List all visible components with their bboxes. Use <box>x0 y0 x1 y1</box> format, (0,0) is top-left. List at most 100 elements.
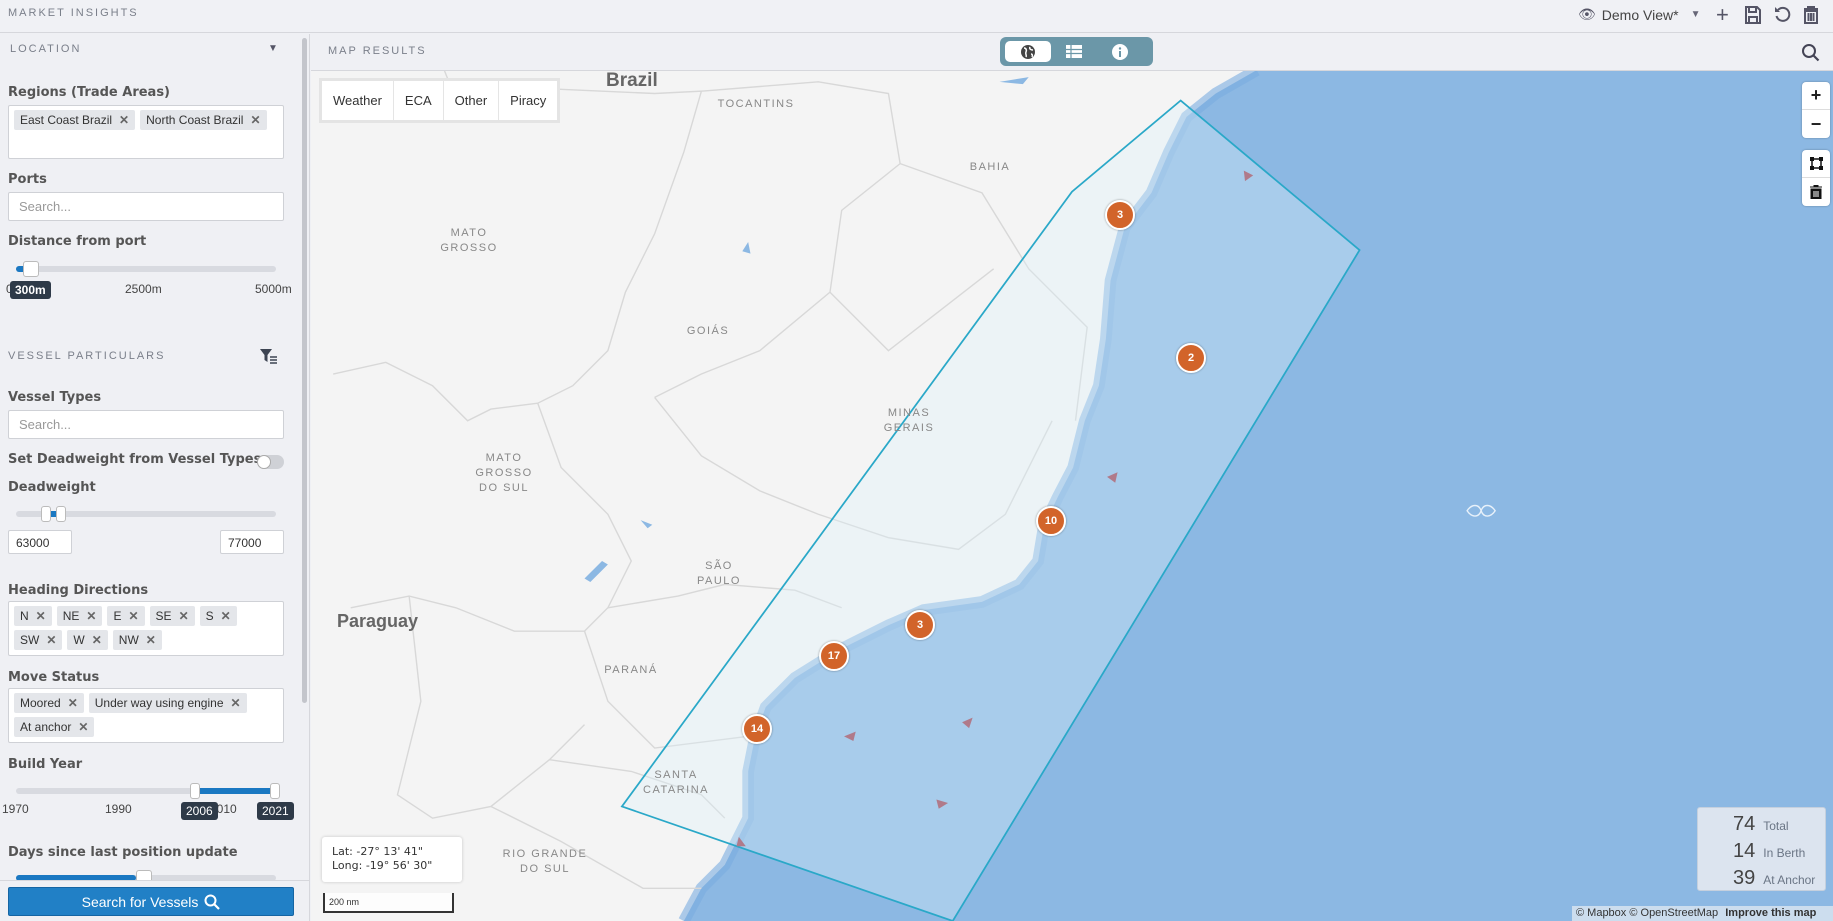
trash-button[interactable] <box>1802 178 1830 206</box>
scale-bar: 200 nm <box>323 893 454 913</box>
filter-tag: Under way using engine ✕ <box>88 693 247 713</box>
build-year-from-handle[interactable] <box>190 783 200 799</box>
selection-polygon <box>620 99 1361 921</box>
map-view-button[interactable] <box>1005 41 1051 62</box>
layer-weather-button[interactable]: Weather <box>322 81 394 120</box>
stat-value: 39 <box>1733 867 1756 889</box>
search-vessels-button[interactable]: Search for Vessels <box>8 887 294 916</box>
filter-clear-icon[interactable] <box>260 349 277 364</box>
build-year-to-handle[interactable] <box>270 783 280 799</box>
move-status-input[interactable]: Moored ✕ Under way using engine ✕ At anchor ✕ <box>8 688 284 743</box>
ocean <box>683 71 1833 921</box>
stat-label: Total <box>1763 819 1789 833</box>
lakes <box>584 77 1029 583</box>
zoom-in-button[interactable]: + <box>1802 82 1830 110</box>
info-view-button[interactable] <box>1097 43 1143 60</box>
remove-tag-icon[interactable]: ✕ <box>119 113 130 127</box>
remove-tag-icon[interactable]: ✕ <box>78 720 89 734</box>
search-icon <box>204 894 221 910</box>
deadweight-min-input[interactable]: 63000 <box>8 530 72 554</box>
move-status-label: Move Status <box>8 670 100 685</box>
remove-tag-icon[interactable]: ✕ <box>178 609 189 623</box>
map-label-state: RIO GRANDE DO SUL <box>502 848 588 875</box>
vessel-types-search-input[interactable]: Search... <box>8 410 284 439</box>
layer-eca-button[interactable]: ECA <box>393 81 444 120</box>
vessel-cluster[interactable]: 10 <box>1036 506 1066 536</box>
distance-label: Distance from port <box>8 234 147 249</box>
sidebar-scrollbar[interactable] <box>302 38 307 703</box>
table-icon <box>1066 45 1082 58</box>
remove-tag-icon[interactable]: ✕ <box>35 609 46 623</box>
stat-value: 74 <box>1733 813 1756 835</box>
map-label-state: TOCANTINS <box>717 98 795 110</box>
region-tag: North Coast Brazil ✕ <box>140 110 267 130</box>
filter-tag: NE ✕ <box>56 606 103 626</box>
remove-tag-icon[interactable]: ✕ <box>86 609 97 623</box>
deadweight-max-input[interactable]: 77000 <box>220 530 284 554</box>
vessel-cluster[interactable]: 14 <box>742 714 772 744</box>
distance-slider[interactable] <box>16 261 276 277</box>
layer-piracy-button[interactable]: Piracy <box>499 81 558 120</box>
distance-slider-handle[interactable] <box>23 261 39 277</box>
remove-tag-icon[interactable]: ✕ <box>250 113 261 127</box>
heading-label: Heading Directions <box>8 583 149 598</box>
deadweight-max-handle[interactable] <box>56 506 66 522</box>
improve-map-link[interactable]: Improve this map <box>1725 907 1817 919</box>
filter-sidebar: LOCATION ▼ Regions (Trade Areas) East Co… <box>0 34 310 921</box>
map-label-state: GOIÁS <box>686 325 730 337</box>
map-label-state: PARANÁ <box>604 664 658 676</box>
app-title: MARKET INSIGHTS <box>8 7 139 19</box>
build-year-slider[interactable] <box>16 783 280 799</box>
stat-label: At Anchor <box>1763 873 1816 887</box>
zoom-out-button[interactable]: − <box>1810 113 1822 134</box>
polygon-icon <box>1809 157 1823 170</box>
regions-input[interactable]: East Coast Brazil ✕ North Coast Brazil ✕ <box>8 105 284 159</box>
build-year-to-tooltip: 2021 <box>257 802 294 820</box>
map-label-state: SANTA CATARINA <box>643 769 709 796</box>
stat-label: In Berth <box>1763 846 1806 860</box>
filter-tag: Moored ✕ <box>14 693 84 713</box>
deadweight-slider[interactable] <box>16 506 276 522</box>
state-borders <box>333 71 1088 889</box>
top-bar: MARKET INSIGHTS 👁 Demo View* ▼ + <box>0 0 1833 33</box>
remove-tag-icon[interactable]: ✕ <box>128 609 139 623</box>
tick-label: 2500m <box>125 282 162 296</box>
filter-tag: SE ✕ <box>149 606 195 626</box>
build-year-from-tooltip: 2006 <box>181 802 218 820</box>
stat-row: 74 Total <box>1733 812 1825 839</box>
table-view-button[interactable] <box>1051 45 1097 58</box>
ports-search-input[interactable]: Search... <box>8 192 284 221</box>
filter-tag: SW ✕ <box>14 630 63 650</box>
map-canvas[interactable]: Brazil Paraguay TOCANTINS BAHIA MATO GRO… <box>311 71 1833 921</box>
remove-tag-icon[interactable]: ✕ <box>145 633 156 647</box>
vessel-types-label: Vessel Types <box>8 390 102 405</box>
collapse-caret-icon[interactable]: ▼ <box>268 43 278 54</box>
map-attribution: © Mapbox © OpenStreetMap Improve this ma… <box>1572 906 1833 921</box>
remove-tag-icon[interactable]: ✕ <box>220 609 231 623</box>
vessel-cluster[interactable]: 2 <box>1176 343 1206 373</box>
heading-directions-input[interactable]: N ✕ NE ✕ E ✕ SE ✕ S ✕ SW ✕ W ✕ NW ✕ <box>8 601 284 656</box>
map-label-state: MATO GROSSO <box>440 227 498 254</box>
add-view-button[interactable]: + <box>1716 2 1729 27</box>
reset-icon[interactable] <box>1774 6 1791 24</box>
save-icon[interactable] <box>1745 6 1761 24</box>
map-search-icon[interactable] <box>1801 43 1820 62</box>
coordinate-readout: Lat: -27° 13' 41" Long: -19° 56' 30" <box>322 837 462 882</box>
delete-view-icon[interactable] <box>1803 6 1819 24</box>
view-selector[interactable]: 👁 Demo View* ▼ <box>1578 6 1701 23</box>
remove-tag-icon[interactable]: ✕ <box>67 696 78 710</box>
layer-buttons: Weather ECA Other Piracy <box>319 78 561 123</box>
deadweight-min-handle[interactable] <box>41 506 51 522</box>
vessel-cluster[interactable]: 3 <box>905 610 935 640</box>
stat-row: 14 In Berth <box>1733 839 1825 866</box>
vessel-cluster[interactable]: 3 <box>1105 200 1135 230</box>
vessel-cluster[interactable]: 17 <box>819 641 849 671</box>
layer-other-button[interactable]: Other <box>443 81 500 120</box>
remove-tag-icon[interactable]: ✕ <box>91 633 102 647</box>
draw-polygon-button[interactable] <box>1802 150 1830 178</box>
set-deadweight-toggle[interactable] <box>257 455 284 469</box>
remove-tag-icon[interactable]: ✕ <box>230 696 241 710</box>
remove-tag-icon[interactable]: ✕ <box>46 633 57 647</box>
deadweight-label: Deadweight <box>8 480 96 495</box>
globe-icon <box>1021 44 1035 59</box>
